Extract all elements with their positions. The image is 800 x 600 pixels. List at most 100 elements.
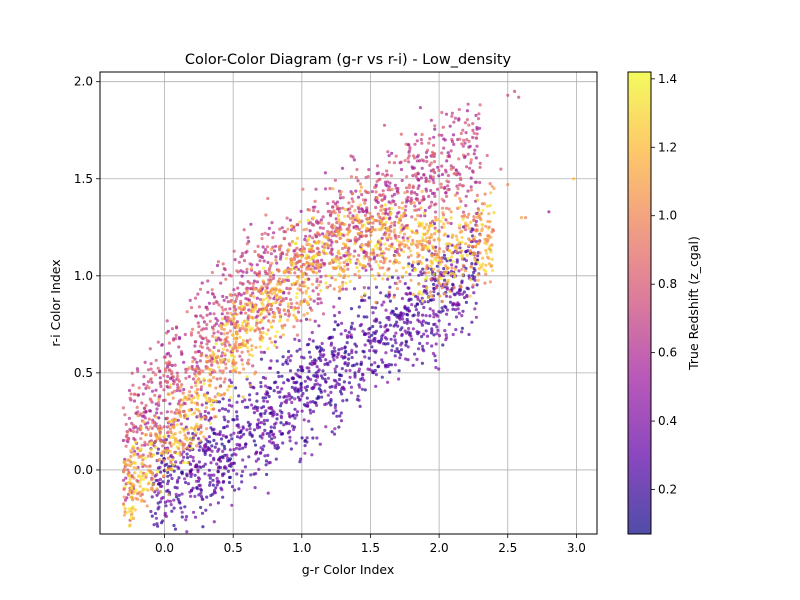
data-point <box>371 324 375 329</box>
data-point <box>352 158 356 162</box>
data-point <box>188 471 192 476</box>
data-point <box>407 186 411 190</box>
data-point <box>384 351 388 355</box>
data-point <box>308 362 312 366</box>
data-point <box>324 380 328 384</box>
data-point <box>181 444 185 448</box>
data-point <box>374 183 378 187</box>
data-point <box>315 382 320 386</box>
data-point <box>261 433 265 437</box>
data-point <box>370 190 374 194</box>
data-point <box>446 221 450 225</box>
data-point <box>420 292 424 296</box>
data-point <box>344 369 348 373</box>
data-point <box>195 486 199 490</box>
data-point <box>394 269 398 273</box>
data-point <box>268 337 272 341</box>
data-point <box>226 319 230 323</box>
data-point <box>468 294 472 298</box>
data-point <box>177 493 181 497</box>
data-point <box>154 435 159 439</box>
data-point <box>338 193 342 197</box>
data-point <box>378 321 382 325</box>
data-point <box>343 264 347 268</box>
data-point <box>418 201 422 205</box>
data-point <box>377 214 381 218</box>
data-point <box>193 401 197 405</box>
data-point <box>268 431 272 435</box>
y-tick-label: 1.5 <box>74 172 93 186</box>
data-point <box>175 326 179 330</box>
data-point <box>294 381 298 385</box>
data-point <box>155 451 160 455</box>
data-point <box>331 200 335 204</box>
data-point <box>432 267 436 271</box>
data-point <box>353 242 357 246</box>
data-point <box>413 208 417 212</box>
data-point <box>418 106 422 110</box>
data-point <box>362 256 366 260</box>
data-point <box>379 291 383 295</box>
data-point <box>234 340 238 344</box>
data-point <box>380 334 384 339</box>
data-point <box>397 377 401 381</box>
data-point <box>291 376 296 381</box>
data-point <box>170 363 174 368</box>
data-point <box>341 196 345 200</box>
data-point <box>471 122 475 126</box>
data-point <box>282 381 286 385</box>
data-point <box>212 301 216 306</box>
data-point <box>389 229 393 233</box>
data-point <box>378 266 382 270</box>
data-point <box>234 453 238 457</box>
data-point <box>180 383 184 387</box>
data-point <box>389 311 393 315</box>
data-point <box>319 301 323 305</box>
data-point <box>270 261 274 265</box>
data-point <box>486 219 490 224</box>
data-point <box>417 282 421 286</box>
data-point <box>251 285 255 289</box>
data-point <box>254 345 258 350</box>
data-point <box>341 206 345 210</box>
data-point <box>356 314 360 318</box>
data-point <box>490 184 494 188</box>
data-point <box>184 396 188 400</box>
data-point <box>252 279 257 283</box>
data-point <box>131 423 135 427</box>
data-point <box>217 400 222 404</box>
data-point <box>284 256 289 261</box>
data-point <box>302 418 306 422</box>
data-point <box>357 218 362 223</box>
data-point <box>225 348 229 352</box>
data-point <box>163 511 167 515</box>
data-point <box>309 400 313 404</box>
data-point <box>343 351 347 355</box>
data-point <box>343 254 347 258</box>
data-point <box>278 319 282 323</box>
data-point <box>261 298 266 302</box>
data-point <box>465 165 469 169</box>
data-point <box>266 196 270 201</box>
data-point <box>394 341 398 345</box>
data-point <box>365 190 369 194</box>
data-point <box>185 310 189 314</box>
data-point <box>237 394 241 398</box>
data-point <box>299 457 303 461</box>
data-point <box>450 139 455 144</box>
data-point <box>243 445 247 449</box>
data-point <box>380 221 384 225</box>
data-point <box>302 280 306 284</box>
data-point <box>292 313 296 317</box>
data-point <box>299 386 303 390</box>
data-point <box>313 319 317 323</box>
data-point <box>189 474 193 479</box>
data-point <box>428 307 432 311</box>
data-point <box>353 375 357 379</box>
data-point <box>337 285 341 289</box>
data-point <box>288 435 292 439</box>
data-point <box>382 261 386 265</box>
data-point <box>208 503 213 507</box>
data-point <box>373 336 377 341</box>
data-point <box>253 249 257 254</box>
